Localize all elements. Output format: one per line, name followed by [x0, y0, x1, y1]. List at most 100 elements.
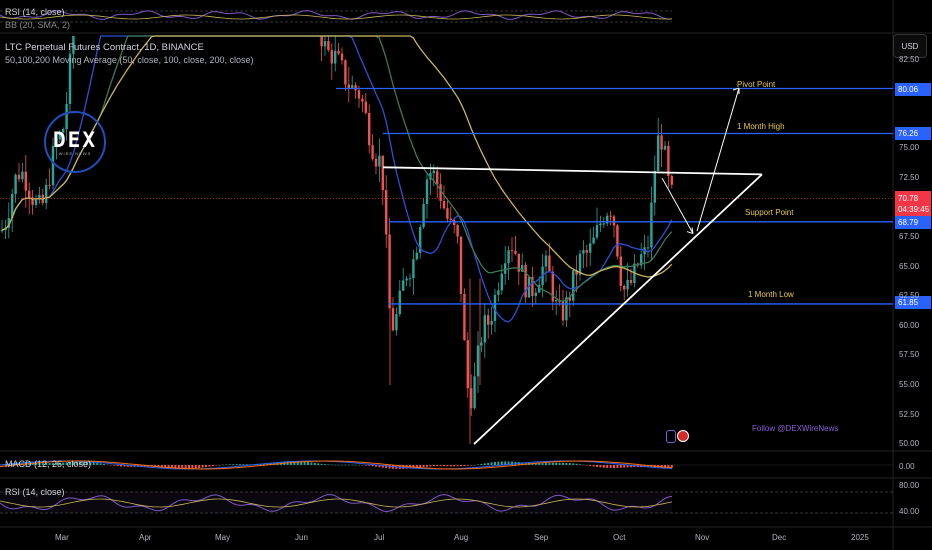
candle-body — [344, 60, 347, 85]
candle-body — [582, 250, 585, 254]
macd-histogram-bar — [446, 465, 449, 467]
candle-body — [320, 36, 323, 47]
rsi-ma-line — [0, 498, 673, 508]
macd-histogram-bar — [58, 462, 61, 465]
macd-histogram-bar — [432, 465, 435, 467]
candle-body — [72, 36, 75, 54]
candle-body — [646, 247, 650, 249]
macd-histogram-bar — [466, 465, 469, 466]
high-price-tag: 76.26 — [895, 127, 931, 140]
candle-body — [456, 225, 459, 237]
flash-icon[interactable] — [666, 430, 676, 443]
macd-histogram-bar — [422, 465, 425, 467]
candle-body — [432, 170, 435, 174]
candle-body — [650, 202, 653, 248]
macd-histogram-bar — [507, 461, 510, 465]
macd-histogram-bar — [41, 462, 44, 465]
candle-body — [507, 250, 510, 264]
price-axis-tick: 75.00 — [899, 143, 920, 153]
currency-button[interactable]: USD — [893, 34, 927, 58]
candle-body — [575, 270, 578, 275]
top-rsi-line — [0, 10, 673, 20]
macd-histogram-bar — [623, 465, 626, 468]
macd-histogram-bar — [296, 461, 299, 465]
month-label: Sep — [534, 533, 549, 542]
macd-histogram-bar — [521, 462, 524, 465]
candle-body — [24, 171, 27, 191]
candle-body — [7, 218, 10, 228]
candle-body — [442, 200, 446, 209]
macd-histogram-bar — [511, 461, 513, 465]
candle-body — [68, 53, 72, 104]
rsi-axis-40: 40.00 — [899, 507, 920, 516]
macd-histogram-bar — [477, 464, 479, 465]
macd-histogram-bar — [439, 465, 442, 467]
macd-histogram-bar — [371, 465, 374, 467]
macd-histogram-bar — [184, 465, 187, 469]
candle-body — [378, 155, 381, 167]
macd-histogram-bar — [500, 461, 503, 465]
candle-body — [405, 278, 408, 281]
candle-body — [527, 277, 531, 298]
macd-histogram-bar — [320, 463, 323, 465]
macd-histogram-bar — [55, 462, 58, 465]
macd-histogram-bar — [266, 463, 269, 465]
macd-histogram-bar — [364, 465, 367, 466]
macd-histogram-bar — [453, 465, 456, 467]
top-rsi-legend: RSI (14, close) — [5, 7, 65, 17]
candle-body — [374, 158, 378, 167]
macd-histogram-bar — [303, 461, 306, 465]
candle-body — [361, 98, 364, 102]
candle-body — [0, 229, 4, 232]
macd-histogram-bar — [123, 465, 126, 467]
macd-histogram-bar — [473, 464, 476, 466]
candle-body — [34, 199, 38, 205]
month-label: Jul — [374, 533, 385, 542]
ma-50-line — [1, 35, 673, 323]
candle-body — [504, 263, 507, 274]
candle-body — [439, 184, 442, 201]
month-label: May — [215, 533, 231, 542]
macd-histogram-bar — [334, 464, 337, 466]
candle-body — [473, 376, 476, 409]
candle-body — [48, 184, 51, 186]
macd-histogram-bar — [361, 465, 364, 466]
macd-histogram-bar — [378, 465, 381, 468]
macd-histogram-bar — [582, 464, 585, 466]
candle-body — [422, 204, 425, 228]
macd-histogram-bar — [171, 465, 173, 468]
candle-body — [395, 314, 398, 331]
macd-histogram-bar — [235, 464, 238, 465]
low-price-tag: 61.85 — [895, 296, 931, 309]
down-arrow-head — [686, 227, 694, 235]
candle-body — [385, 190, 388, 235]
macd-histogram-bar — [426, 465, 428, 467]
price-axis-tick: 52.50 — [899, 409, 920, 419]
macd-histogram-bar — [341, 464, 343, 466]
price-axis-tick: 82.50 — [899, 54, 920, 64]
price-axis-tick: 67.50 — [899, 232, 920, 242]
candle-body — [589, 243, 592, 253]
candle-body — [619, 256, 622, 286]
candle-body — [592, 237, 595, 244]
macd-histogram-bar — [589, 465, 592, 466]
macd-histogram-bar — [72, 461, 75, 465]
macd-histogram-bar — [307, 462, 309, 465]
macd-histogram-bar — [164, 465, 167, 468]
candle-body — [402, 280, 405, 291]
macd-histogram-bar — [551, 462, 554, 465]
candle-body — [398, 290, 401, 315]
macd-histogram-bar — [592, 465, 595, 467]
macd-histogram-bar — [116, 465, 119, 467]
macd-axis-label: 0.00 — [899, 462, 915, 471]
candle-body — [595, 225, 599, 238]
macd-histogram-bar — [585, 465, 588, 466]
macd-histogram-bar — [75, 461, 78, 465]
us-flag-icon[interactable] — [677, 430, 689, 442]
candle-body — [11, 193, 14, 219]
macd-histogram-bar — [215, 465, 218, 466]
macd-histogram-bar — [218, 465, 221, 466]
candle-body — [660, 135, 663, 150]
rsi-axis-80: 80.00 — [899, 481, 920, 490]
